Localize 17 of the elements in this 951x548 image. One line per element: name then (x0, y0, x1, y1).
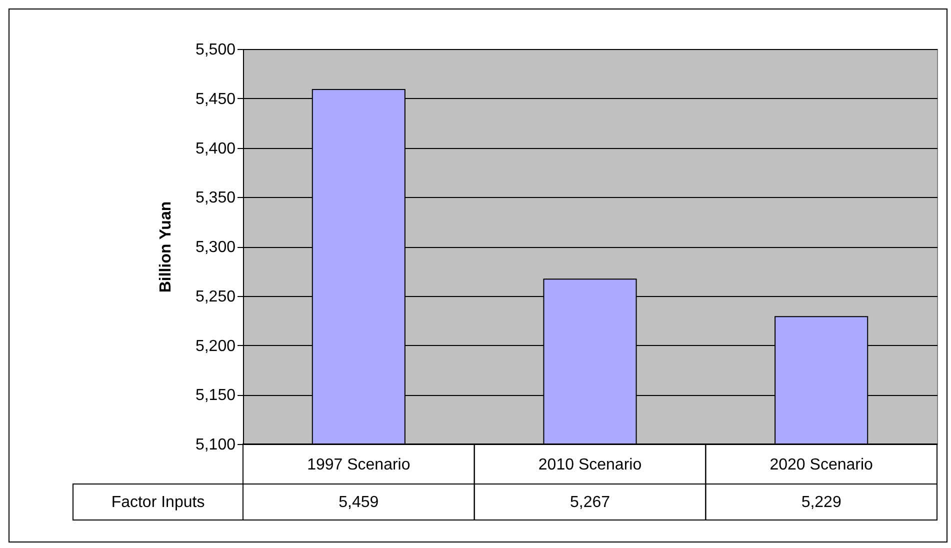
y-tick-label: 5,450 (195, 90, 236, 108)
x-tick-label: 2020 Scenario (770, 456, 874, 474)
y-tick-label: 5,250 (195, 288, 236, 306)
data-label: 5,267 (570, 494, 610, 511)
y-tick-label: 5,150 (195, 387, 236, 404)
data-label: 5,459 (338, 494, 379, 511)
y-tick-label: 5,400 (195, 140, 236, 158)
x-tick-label: 2010 Scenario (538, 456, 642, 474)
x-tick-label: 1997 Scenario (307, 456, 410, 474)
y-tick-label: 5,100 (195, 436, 236, 454)
text: Factor Inputs (111, 494, 205, 511)
y-tick-label: 5,350 (195, 190, 236, 207)
y-tick-label: 5,200 (195, 338, 236, 355)
y-axis-title: Billion Yuan (157, 201, 174, 293)
data-label: 5,229 (801, 494, 842, 511)
y-tick-label: 5,300 (195, 239, 236, 256)
y-tick-label: 5,500 (195, 42, 236, 58)
